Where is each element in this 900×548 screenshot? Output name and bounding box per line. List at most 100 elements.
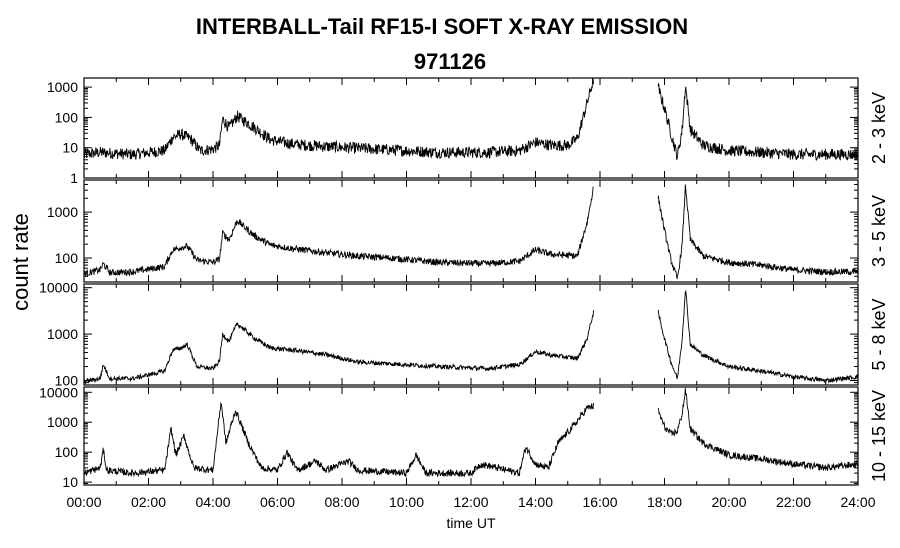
data-point-3-5 [293, 248, 294, 249]
data-point-5-8 [677, 378, 678, 379]
data-point-5-8 [587, 338, 588, 339]
data-point-5-8 [664, 338, 665, 339]
data-point-5-8 [100, 378, 101, 379]
data-point-10-15 [519, 472, 520, 473]
data-point-10-15 [480, 463, 481, 464]
data-point-10-15 [670, 434, 671, 435]
data-point-10-15 [296, 470, 297, 471]
data-point-2-3 [664, 108, 665, 109]
x-tick-label: 00:00 [66, 494, 101, 510]
data-point-10-15 [587, 407, 588, 408]
y-tick-label-5-8: 10000 [39, 280, 78, 296]
data-point-2-3 [587, 102, 588, 103]
data-point-2-3 [438, 152, 439, 153]
data-point-10-15 [316, 461, 317, 462]
data-point-5-8 [132, 378, 133, 379]
data-point-3-5 [358, 255, 359, 256]
data-point-2-3 [593, 79, 594, 80]
data-point-10-15 [183, 435, 184, 436]
series-line-2-3 [657, 82, 859, 161]
data-point-2-3 [728, 150, 729, 151]
data-point-10-15 [83, 472, 84, 473]
data-point-5-8 [237, 323, 238, 324]
data-point-10-15 [287, 452, 288, 453]
data-point-5-8 [164, 370, 165, 371]
data-point-5-8 [83, 381, 84, 382]
data-point-5-8 [212, 368, 213, 369]
y-tick-label-10-15: 1000 [47, 414, 78, 430]
x-tick-label: 16:00 [582, 494, 617, 510]
data-point-3-5 [132, 271, 133, 272]
data-point-10-15 [106, 470, 107, 471]
data-point-5-8 [325, 354, 326, 355]
data-point-3-5 [670, 259, 671, 260]
data-point-5-8 [358, 361, 359, 362]
data-point-10-15 [535, 463, 536, 464]
y-tick-label-10-15: 10 [62, 474, 78, 490]
panel-frame-3-5 [83, 179, 859, 283]
data-point-10-15 [164, 470, 165, 471]
data-point-3-5 [325, 252, 326, 253]
data-point-10-15 [170, 428, 171, 429]
data-point-2-3 [219, 145, 220, 146]
data-point-10-15 [277, 470, 278, 471]
data-point-10-15 [677, 431, 678, 432]
series-line-10-15 [657, 387, 859, 471]
x-tick-label: 04:00 [195, 494, 230, 510]
data-point-5-8 [761, 370, 762, 371]
data-point-5-8 [535, 351, 536, 352]
data-point-2-3 [487, 152, 488, 153]
series-line-2-3 [83, 78, 594, 160]
x-tick-label: 20:00 [711, 494, 746, 510]
data-point-10-15 [548, 467, 549, 468]
data-point-3-5 [172, 249, 173, 250]
data-point-2-3 [551, 145, 552, 146]
data-point-2-3 [690, 129, 691, 130]
data-point-3-5 [180, 247, 181, 248]
data-point-2-3 [132, 154, 133, 155]
panel-label-10-15: 10 - 15 keV [869, 390, 889, 482]
data-point-2-3 [212, 148, 213, 149]
data-point-5-8 [657, 311, 658, 312]
data-point-10-15 [261, 467, 262, 468]
data-point-10-15 [825, 467, 826, 468]
data-point-3-5 [100, 269, 101, 270]
data-point-5-8 [593, 311, 594, 312]
data-point-5-8 [703, 355, 704, 356]
y-tick-label-5-8: 100 [55, 373, 79, 389]
chart-subtitle: 971126 [414, 49, 486, 74]
data-point-5-8 [519, 364, 520, 365]
data-point-10-15 [193, 467, 194, 468]
data-point-2-3 [293, 144, 294, 145]
data-point-10-15 [406, 472, 407, 473]
data-point-10-15 [793, 463, 794, 464]
data-point-5-8 [270, 347, 271, 348]
series-line-5-8 [657, 289, 859, 384]
y-tick-label-10-15: 10000 [39, 384, 78, 400]
data-point-3-5 [237, 220, 238, 221]
x-tick-label: 22:00 [776, 494, 811, 510]
data-point-3-5 [270, 245, 271, 246]
data-point-10-15 [225, 443, 226, 444]
series-line-3-5 [657, 184, 859, 280]
data-point-3-5 [761, 265, 762, 266]
data-point-5-8 [254, 338, 255, 339]
data-point-2-3 [237, 116, 238, 117]
data-point-10-15 [325, 470, 326, 471]
y-tick-label-10-15: 100 [55, 444, 79, 460]
data-point-3-5 [196, 259, 197, 260]
data-point-2-3 [200, 150, 201, 151]
data-point-10-15 [175, 454, 176, 455]
panel-frame-2-3 [83, 77, 859, 179]
data-point-2-3 [703, 145, 704, 146]
y-tick-label-3-5: 100 [55, 250, 79, 266]
data-point-2-3 [793, 154, 794, 155]
data-point-10-15 [348, 461, 349, 462]
data-point-2-3 [519, 150, 520, 151]
y-tick-label-5-8: 1000 [47, 326, 78, 342]
data-point-3-5 [390, 257, 391, 258]
data-point-2-3 [677, 156, 678, 157]
x-tick-label: 06:00 [260, 494, 295, 510]
data-point-2-3 [567, 145, 568, 146]
